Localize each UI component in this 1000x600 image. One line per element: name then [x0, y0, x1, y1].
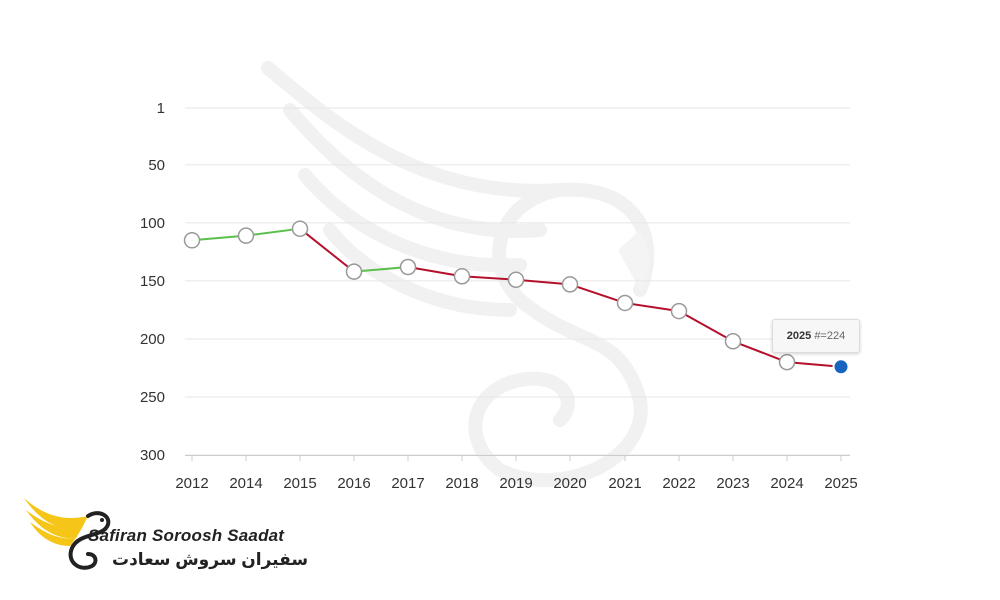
- x-tick-label: 2012: [175, 475, 208, 492]
- x-tick-label: 2024: [770, 475, 803, 492]
- data-point[interactable]: [183, 232, 201, 249]
- data-point[interactable]: [345, 263, 363, 280]
- data-point[interactable]: [670, 302, 688, 320]
- y-tick-label: 50: [148, 157, 165, 174]
- series-segment: [569, 283, 626, 304]
- series-segment: [407, 266, 463, 278]
- brand-logo: Safiran Soroosh Saadat سفیران سروش سعادت: [22, 494, 308, 578]
- y-tick-label: 150: [140, 273, 165, 290]
- data-point[interactable]: [832, 358, 850, 376]
- y-tick-label: 200: [140, 331, 165, 348]
- data-tooltip: 2025 #=224: [772, 319, 860, 353]
- x-tick-label: 2020: [553, 475, 586, 492]
- tooltip-rank: #=224: [814, 330, 846, 342]
- series-segment: [461, 275, 517, 281]
- data-point[interactable]: [237, 227, 255, 244]
- data-point[interactable]: [507, 271, 525, 289]
- series-segment: [786, 361, 842, 368]
- series-segment: [515, 278, 571, 286]
- series-segment: [624, 301, 680, 313]
- series-segment: [353, 265, 409, 273]
- brand-name-en: Safiran Soroosh Saadat: [88, 526, 285, 545]
- x-tick-label: 2019: [499, 475, 532, 492]
- y-tick-label: 1: [157, 100, 165, 117]
- x-tick-label: 2018: [445, 475, 478, 492]
- x-tick-label: 2016: [337, 475, 370, 492]
- watermark-logo: [261, 61, 655, 488]
- x-tick-label: 2022: [662, 475, 695, 492]
- x-tick-label: 2015: [283, 475, 316, 492]
- series-segment: [299, 227, 355, 273]
- brand-name-fa: سفیران سروش سعادت: [112, 550, 309, 569]
- y-tick-label: 250: [140, 389, 165, 406]
- x-tick-label: 2023: [716, 475, 749, 492]
- data-point[interactable]: [561, 276, 579, 293]
- x-tick-label: 2021: [608, 475, 641, 492]
- data-point[interactable]: [616, 294, 634, 312]
- x-tick-label: 2014: [229, 475, 262, 492]
- series-segment: [245, 227, 301, 237]
- x-tick-label: 2025: [824, 475, 857, 492]
- series-segment: [191, 234, 247, 242]
- x-tick-label: 2017: [391, 475, 424, 492]
- data-point[interactable]: [724, 333, 742, 350]
- y-tick-label: 300: [140, 447, 165, 464]
- swan-wing-icon: [24, 498, 111, 570]
- data-point[interactable]: [453, 268, 471, 285]
- series-segment: [678, 310, 734, 343]
- data-point[interactable]: [399, 258, 417, 276]
- data-point[interactable]: [778, 353, 796, 371]
- tooltip-year: 2025: [786, 330, 812, 342]
- y-tick-label: 100: [140, 215, 165, 232]
- data-point[interactable]: [291, 220, 309, 237]
- series-segment: [732, 340, 788, 364]
